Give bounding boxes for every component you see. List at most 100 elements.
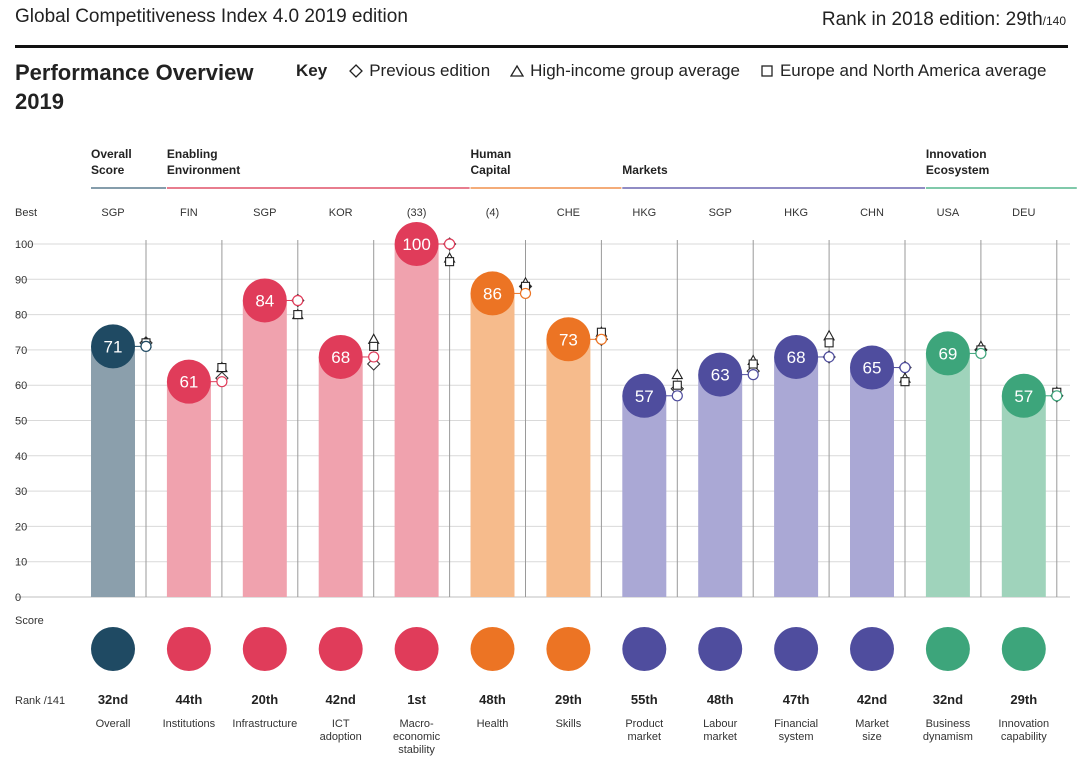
category-label: market [703, 731, 737, 743]
pillar-color-dot [471, 627, 515, 671]
score-value: 73 [559, 330, 578, 349]
europe-average-marker [825, 339, 833, 347]
score-bar [319, 357, 363, 597]
score-value: 63 [711, 366, 730, 385]
category-label: stability [398, 744, 435, 756]
score-value: 57 [635, 387, 654, 406]
score-bar [471, 293, 515, 597]
score-end-marker [217, 377, 227, 387]
rank-value: 32nd [98, 692, 128, 707]
best-performer-label: CHE [557, 207, 580, 219]
category-label: Labour [703, 718, 738, 730]
best-performer-label: CHN [860, 207, 884, 219]
europe-average-marker [673, 381, 681, 389]
best-performer-label: HKG [784, 207, 808, 219]
europe-average-marker [901, 378, 909, 386]
score-bar [926, 353, 970, 597]
high-income-marker [672, 370, 682, 379]
score-end-marker [672, 391, 682, 401]
category-label: Institutions [163, 718, 216, 730]
group-header-label: Enabling [167, 147, 218, 161]
score-label: Score [15, 615, 44, 627]
pillar-color-dot [622, 627, 666, 671]
score-bar [167, 382, 211, 597]
rank-value: 48th [707, 692, 734, 707]
rank-value: 42nd [326, 692, 356, 707]
group-header-label: Ecosystem [926, 163, 989, 177]
score-end-marker [293, 295, 303, 305]
pillar-color-dot [698, 627, 742, 671]
category-label: market [627, 731, 661, 743]
rank-value: 1st [407, 692, 426, 707]
rank-value: 29th [1010, 692, 1037, 707]
category-label: ICT [332, 718, 350, 730]
score-value: 100 [402, 235, 430, 254]
rank-value: 47th [783, 692, 810, 707]
rank-value: 32nd [933, 692, 963, 707]
best-performer-label: KOR [329, 207, 353, 219]
score-value: 57 [1014, 387, 1033, 406]
y-tick-label: 20 [15, 521, 27, 533]
pillar-color-dot [319, 627, 363, 671]
score-bar [622, 396, 666, 597]
group-header-label: Environment [167, 163, 240, 177]
score-bar [850, 368, 894, 597]
y-tick-label: 0 [15, 592, 21, 604]
pillar-color-dot [167, 627, 211, 671]
europe-average-marker [370, 342, 378, 350]
performance-chart: 0102030405060708090100BestScoreRank /141… [0, 0, 1086, 770]
y-tick-label: 30 [15, 486, 27, 498]
score-end-marker [141, 341, 151, 351]
score-end-marker [824, 352, 834, 362]
best-performer-label: USA [937, 207, 960, 219]
y-tick-label: 90 [15, 274, 27, 286]
rank-value: 55th [631, 692, 658, 707]
pillar-color-dot [1002, 627, 1046, 671]
rank-value: 20th [251, 692, 278, 707]
category-label: Skills [556, 718, 582, 730]
best-performer-label: SGP [253, 207, 276, 219]
group-header-label: Human [471, 147, 512, 161]
pillar-color-dot [926, 627, 970, 671]
best-performer-label: (33) [407, 207, 427, 219]
score-value: 68 [787, 348, 806, 367]
y-tick-label: 70 [15, 345, 27, 357]
score-bar [774, 357, 818, 597]
rank-value: 48th [479, 692, 506, 707]
group-header-label: Overall [91, 147, 132, 161]
best-performer-label: SGP [101, 207, 124, 219]
pillar-color-dot [243, 627, 287, 671]
category-label: Health [477, 718, 509, 730]
score-bar [91, 346, 135, 597]
score-bar [546, 339, 590, 597]
score-value: 69 [938, 344, 957, 363]
score-end-marker [976, 348, 986, 358]
category-label: Infrastructure [232, 718, 297, 730]
score-end-marker [445, 239, 455, 249]
score-value: 65 [863, 359, 882, 378]
group-header-label: Markets [622, 163, 668, 177]
score-bar [698, 375, 742, 597]
category-label: economic [393, 731, 441, 743]
best-performer-label: (4) [486, 207, 499, 219]
europe-average-marker [749, 360, 757, 368]
score-value: 84 [255, 291, 274, 310]
score-end-marker [596, 334, 606, 344]
category-label: Macro- [399, 718, 434, 730]
category-label: dynamism [923, 731, 973, 743]
score-bar [243, 300, 287, 597]
best-performer-label: DEU [1012, 207, 1035, 219]
category-label: size [862, 731, 882, 743]
score-bar [1002, 396, 1046, 597]
best-performer-label: SGP [709, 207, 732, 219]
category-label: capability [1001, 731, 1047, 743]
europe-average-marker [294, 311, 302, 319]
score-end-marker [521, 288, 531, 298]
score-end-marker [369, 352, 379, 362]
category-label: adoption [320, 731, 362, 743]
score-value: 71 [104, 337, 123, 356]
pillar-color-dot [395, 627, 439, 671]
category-label: system [779, 731, 814, 743]
y-tick-label: 100 [15, 239, 33, 251]
score-value: 86 [483, 284, 502, 303]
